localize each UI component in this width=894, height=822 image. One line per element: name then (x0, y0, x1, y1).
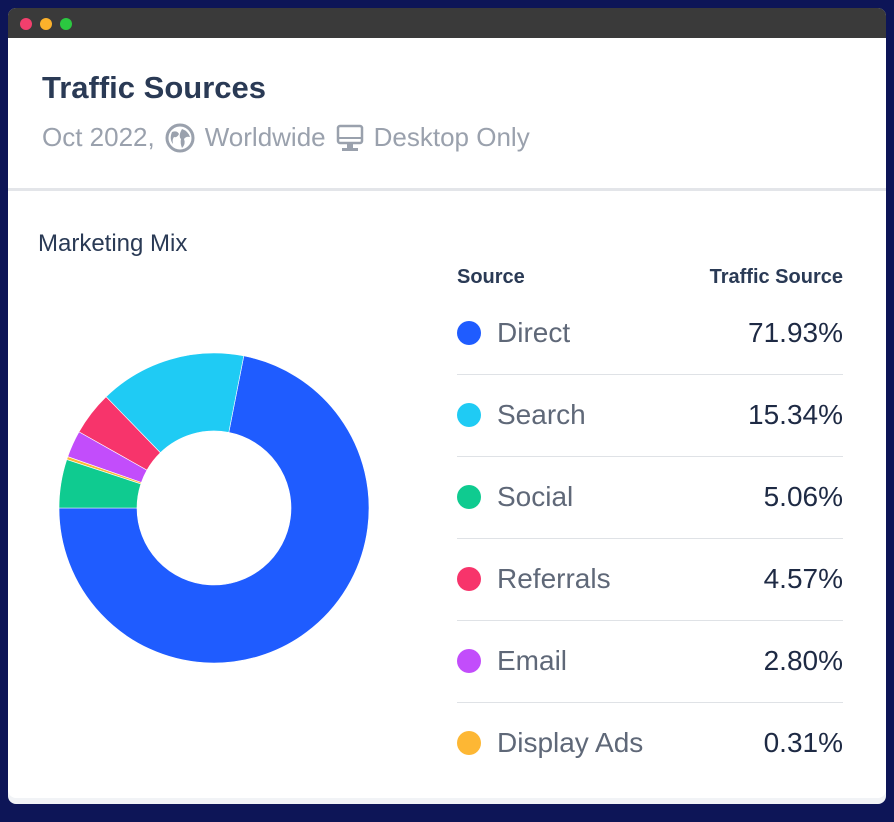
legend-swatch (457, 485, 481, 509)
legend-swatch (457, 403, 481, 427)
minimize-dot[interactable] (40, 18, 52, 30)
legend-swatch (457, 731, 481, 755)
legend-label: Direct (497, 317, 571, 348)
legend-label: Email (497, 645, 568, 676)
legend-row-display-ads: Display Ads 0.31% (457, 702, 843, 784)
legend-label: Search (497, 399, 586, 430)
legend-row-email: Email 2.80% (457, 620, 843, 703)
subtitle: Oct 2022, Worldwide Desktop Only (42, 122, 530, 153)
legend-swatch (457, 321, 481, 345)
slice-social[interactable] (58, 459, 142, 509)
desktop-icon (336, 124, 363, 151)
traffic-card: Traffic Sources Oct 2022, Worldwide Desk… (8, 38, 886, 798)
donut-chart (58, 352, 370, 664)
legend-row-search: Search 15.34% (457, 374, 843, 457)
date-label: Oct 2022, (42, 122, 155, 152)
device-label: Desktop Only (373, 122, 530, 152)
divider (8, 188, 886, 191)
slice-direct[interactable] (58, 355, 370, 664)
data-label: 4.57% (763, 563, 843, 594)
page-title: Traffic Sources (42, 70, 266, 105)
data-label: 5.06% (763, 481, 843, 512)
legend-label: Referrals (497, 563, 611, 594)
legend-label: Social (497, 481, 574, 512)
data-label: 0.31% (763, 727, 843, 758)
globe-icon (165, 123, 195, 152)
data-label: 2.80% (763, 645, 843, 676)
maximize-dot[interactable] (60, 18, 72, 30)
window: Traffic Sources Oct 2022, Worldwide Desk… (8, 8, 886, 804)
column-header-traffic: Traffic Source (709, 266, 843, 288)
column-header-source: Source (457, 266, 525, 288)
title-bar (8, 8, 886, 38)
chart-title: Marketing Mix (38, 230, 188, 257)
legend-label: Display Ads (497, 727, 644, 758)
legend-row-direct: Direct 71.93% (457, 292, 843, 375)
legend-row-social: Social 5.06% (457, 456, 843, 539)
data-label: 15.34% (748, 399, 843, 430)
close-dot[interactable] (20, 18, 32, 30)
region-label: Worldwide (204, 122, 326, 152)
data-label: 71.93% (748, 317, 843, 348)
legend-swatch (457, 649, 481, 673)
legend-row-referrals: Referrals 4.57% (457, 538, 843, 621)
legend-swatch (457, 567, 481, 591)
